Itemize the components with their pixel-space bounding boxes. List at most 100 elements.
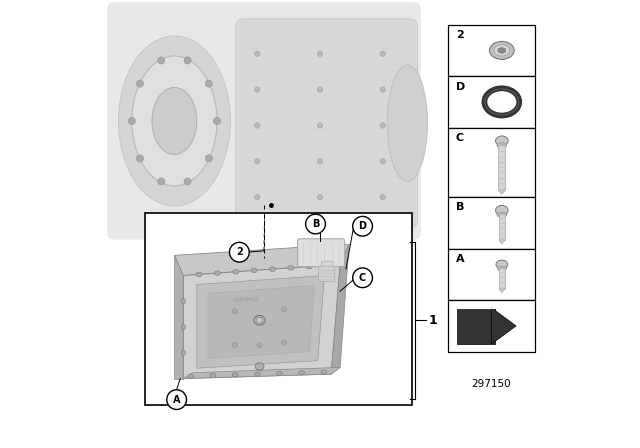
FancyBboxPatch shape bbox=[236, 19, 418, 228]
Circle shape bbox=[255, 51, 260, 56]
FancyBboxPatch shape bbox=[319, 266, 335, 281]
Bar bbox=[499, 145, 506, 190]
Circle shape bbox=[136, 155, 143, 162]
Ellipse shape bbox=[233, 270, 239, 274]
Text: D: D bbox=[358, 221, 367, 231]
Ellipse shape bbox=[497, 142, 507, 148]
Ellipse shape bbox=[181, 298, 186, 304]
Ellipse shape bbox=[496, 260, 508, 269]
Circle shape bbox=[157, 178, 165, 185]
Polygon shape bbox=[351, 215, 374, 242]
Circle shape bbox=[232, 309, 237, 314]
FancyBboxPatch shape bbox=[107, 2, 421, 240]
Bar bbox=[448, 300, 535, 352]
Ellipse shape bbox=[210, 374, 216, 377]
Bar bbox=[448, 128, 535, 197]
Circle shape bbox=[167, 390, 186, 409]
Circle shape bbox=[184, 178, 191, 185]
Circle shape bbox=[282, 340, 287, 345]
Text: B: B bbox=[312, 219, 319, 229]
Circle shape bbox=[255, 159, 260, 164]
Circle shape bbox=[380, 51, 385, 56]
Circle shape bbox=[128, 117, 136, 125]
Polygon shape bbox=[332, 244, 349, 374]
Circle shape bbox=[232, 342, 237, 348]
Circle shape bbox=[353, 216, 372, 236]
Ellipse shape bbox=[232, 373, 238, 377]
Circle shape bbox=[317, 159, 323, 164]
Ellipse shape bbox=[255, 363, 264, 370]
Circle shape bbox=[136, 80, 143, 87]
Ellipse shape bbox=[181, 350, 186, 356]
Ellipse shape bbox=[495, 205, 508, 215]
Circle shape bbox=[205, 155, 212, 162]
Text: A: A bbox=[456, 254, 465, 264]
Bar bbox=[499, 214, 505, 240]
Ellipse shape bbox=[324, 263, 331, 267]
FancyBboxPatch shape bbox=[298, 239, 344, 267]
Ellipse shape bbox=[495, 136, 508, 146]
Ellipse shape bbox=[254, 315, 265, 325]
Polygon shape bbox=[499, 240, 505, 244]
Bar bbox=[499, 267, 505, 289]
Text: A: A bbox=[173, 395, 180, 405]
Polygon shape bbox=[457, 308, 495, 344]
Bar bbox=[145, 213, 412, 405]
Circle shape bbox=[255, 123, 260, 128]
Polygon shape bbox=[499, 289, 505, 293]
Bar bbox=[448, 76, 535, 128]
Ellipse shape bbox=[321, 370, 326, 374]
Text: 2: 2 bbox=[456, 30, 463, 40]
Circle shape bbox=[380, 159, 385, 164]
Ellipse shape bbox=[118, 36, 230, 206]
Circle shape bbox=[230, 242, 249, 262]
Text: C: C bbox=[359, 273, 366, 283]
Text: D: D bbox=[456, 82, 465, 91]
Text: 1: 1 bbox=[428, 314, 437, 327]
Circle shape bbox=[380, 123, 385, 128]
Polygon shape bbox=[492, 308, 516, 344]
Circle shape bbox=[317, 123, 323, 128]
Polygon shape bbox=[196, 276, 324, 368]
Ellipse shape bbox=[276, 371, 282, 375]
Ellipse shape bbox=[188, 374, 194, 378]
Circle shape bbox=[317, 87, 323, 92]
Text: 297150: 297150 bbox=[472, 379, 511, 388]
Ellipse shape bbox=[251, 268, 257, 273]
Polygon shape bbox=[208, 285, 315, 358]
Ellipse shape bbox=[497, 212, 507, 217]
Ellipse shape bbox=[132, 56, 217, 186]
Ellipse shape bbox=[214, 271, 221, 276]
Ellipse shape bbox=[490, 42, 514, 59]
Polygon shape bbox=[174, 244, 349, 276]
Text: GA8HP45Z: GA8HP45Z bbox=[233, 297, 259, 303]
Ellipse shape bbox=[254, 372, 260, 376]
FancyBboxPatch shape bbox=[321, 261, 333, 270]
Circle shape bbox=[255, 194, 260, 200]
Polygon shape bbox=[499, 190, 506, 194]
Bar bbox=[448, 25, 535, 76]
Polygon shape bbox=[174, 255, 183, 379]
Text: C: C bbox=[456, 133, 464, 143]
Circle shape bbox=[282, 306, 287, 312]
Ellipse shape bbox=[181, 324, 186, 330]
Ellipse shape bbox=[306, 264, 312, 269]
Bar bbox=[448, 197, 535, 249]
Ellipse shape bbox=[256, 317, 263, 323]
Polygon shape bbox=[498, 47, 506, 53]
Bar bbox=[448, 249, 535, 300]
Circle shape bbox=[213, 117, 221, 125]
Ellipse shape bbox=[487, 91, 516, 112]
Circle shape bbox=[205, 80, 212, 87]
Circle shape bbox=[380, 87, 385, 92]
Circle shape bbox=[184, 57, 191, 64]
Ellipse shape bbox=[299, 370, 305, 375]
Text: B: B bbox=[456, 202, 464, 212]
Ellipse shape bbox=[269, 267, 276, 271]
Circle shape bbox=[317, 51, 323, 56]
Circle shape bbox=[353, 268, 372, 288]
Ellipse shape bbox=[288, 266, 294, 270]
Circle shape bbox=[257, 342, 262, 348]
Ellipse shape bbox=[152, 87, 197, 155]
Polygon shape bbox=[183, 367, 340, 379]
